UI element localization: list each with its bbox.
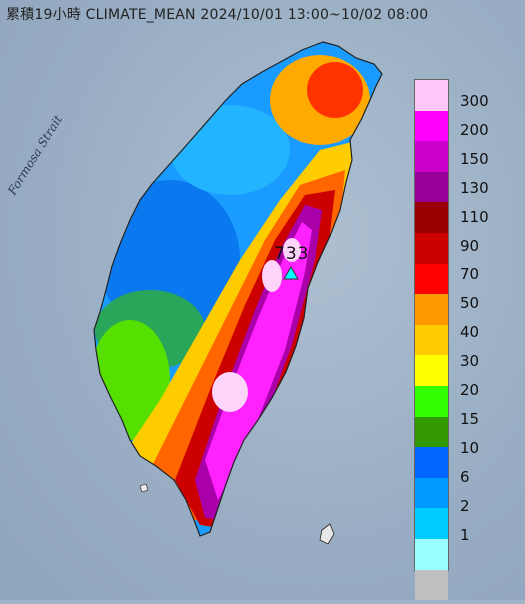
legend-swatch — [415, 171, 448, 203]
legend-swatch — [415, 324, 448, 356]
legend-swatch — [415, 294, 448, 325]
rainfall-legend — [414, 79, 449, 601]
legend-label: 300 — [460, 92, 489, 110]
max-rainfall-value: 733 — [274, 244, 310, 264]
legend-label: 1 — [460, 525, 470, 544]
legend-label: 70 — [460, 265, 480, 284]
max-station-triangle-icon — [283, 266, 299, 280]
legend-swatch — [415, 508, 448, 539]
legend-swatch — [415, 232, 448, 264]
legend-swatch — [415, 80, 448, 111]
rainfall-field — [94, 42, 382, 536]
legend-label: 40 — [460, 323, 480, 342]
legend-label: 15 — [460, 409, 480, 428]
legend-swatch — [415, 538, 448, 570]
legend-label: 110 — [460, 207, 489, 226]
legend-swatch — [415, 477, 448, 509]
legend-label: 50 — [460, 294, 480, 313]
legend-swatch — [415, 110, 448, 142]
legend-label: 6 — [460, 467, 470, 486]
small-island — [139, 483, 149, 493]
legend-swatch — [415, 355, 448, 386]
legend-label: 2 — [460, 496, 470, 515]
legend-label: 20 — [460, 381, 480, 399]
legend-swatch — [415, 447, 448, 478]
green-island — [319, 523, 335, 545]
legend-swatch — [415, 385, 448, 417]
legend-label: 90 — [460, 236, 480, 255]
legend-label: 130 — [460, 178, 489, 197]
legend-label: 10 — [460, 438, 480, 457]
map-title: 累積19小時 CLIMATE_MEAN 2024/10/01 13:00~10/… — [6, 7, 429, 23]
legend-swatch — [415, 202, 448, 233]
legend-label: 150 — [460, 149, 489, 168]
coastline — [93, 41, 383, 537]
legend-label: 30 — [460, 352, 480, 371]
legend-swatch — [415, 569, 448, 601]
legend-swatch — [415, 263, 448, 295]
legend-label: 200 — [460, 120, 489, 139]
legend-swatch — [415, 141, 448, 172]
legend-swatch — [415, 416, 448, 448]
